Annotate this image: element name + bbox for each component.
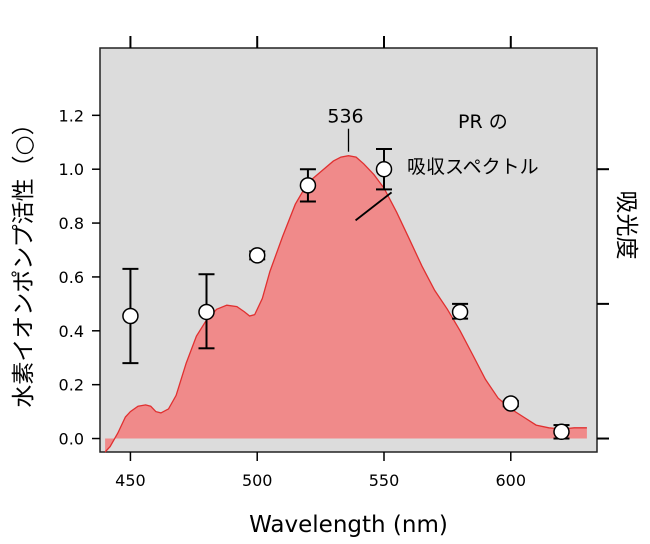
- spectrum-pointer-line: [355, 191, 393, 222]
- x-tick-label: 500: [242, 471, 273, 490]
- data-point: [198, 303, 215, 321]
- peak-wavelength-label: 536: [327, 106, 363, 128]
- data-point-layer: [122, 160, 570, 441]
- data-point: [122, 307, 139, 325]
- right-axis-title: 吸光度: [613, 191, 639, 260]
- y-tick-label: 1.0: [59, 160, 84, 179]
- y-tick-label: 0.4: [59, 322, 84, 341]
- spectrum-line: [104, 155, 587, 453]
- data-point: [299, 177, 317, 194]
- data-point: [248, 247, 266, 264]
- x-tick-label: 550: [369, 471, 400, 490]
- y-tick-label: 1.2: [59, 106, 84, 125]
- y-tick-label: 0.6: [59, 268, 84, 287]
- spectrum-label-line-1: PR の: [458, 111, 508, 133]
- data-point: [375, 160, 393, 178]
- spectrum-area-layer: [104, 155, 587, 453]
- axis-tick-layer: 450 500 550 600 0.0 0.2 0.4 0.6 0.8 1.0 1.2: [59, 36, 609, 490]
- y-tick-label: 0.0: [59, 430, 84, 449]
- spectrum-area: [105, 155, 587, 452]
- data-point: [451, 303, 469, 321]
- annotation-layer: 536 PR の 吸収スペクトル: [327, 106, 539, 222]
- spectrum-label-line-2: 吸収スペクトル: [407, 156, 539, 178]
- x-tick-label: 450: [115, 471, 146, 490]
- y-tick-label: 0.8: [59, 214, 84, 233]
- data-point: [553, 423, 570, 441]
- x-axis-title: Wavelength (nm): [249, 512, 448, 538]
- y-axis-title: 水素イオンポンプ活性（○）: [11, 112, 37, 407]
- x-tick-label: 600: [496, 471, 527, 490]
- data-point: [502, 395, 520, 412]
- y-tick-label: 0.2: [59, 376, 84, 395]
